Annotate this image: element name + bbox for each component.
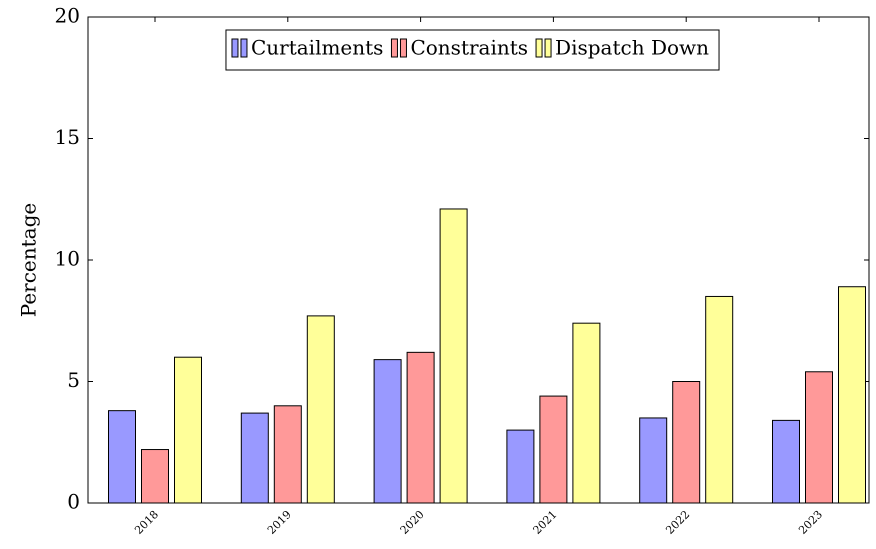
legend: Curtailments Constraints Dispatch Down [225,29,720,71]
legend-item: Constraints [390,36,528,60]
bar [539,395,568,504]
legend-swatch [390,38,398,58]
legend-item: Dispatch Down [535,36,709,60]
legend-swatch [231,38,239,58]
plot-frame [87,16,870,504]
bar [572,322,601,504]
bar [506,429,535,504]
x-tick-label: 2019 [265,508,294,537]
legend-swatch [399,38,407,58]
legend-box [225,29,720,71]
bar [639,417,668,504]
legend-swatch [240,38,248,58]
bar [772,419,800,504]
bar [705,295,734,504]
legend-label: Dispatch Down [555,36,709,60]
bar [306,315,335,504]
legend-item: Curtailments [231,36,383,60]
x-tick-label: 2020 [398,508,427,537]
y-tick-label: 0 [67,490,80,514]
bar [240,412,269,504]
bar [141,449,169,504]
bar [439,208,468,504]
y-axis-label: Percentage [17,203,41,317]
bar [406,351,435,504]
y-tick-label: 15 [55,125,80,149]
bar [273,405,302,504]
legend-swatch [535,38,543,58]
bar [672,381,701,504]
bar [838,286,866,504]
legend-label: Constraints [410,36,528,60]
bar [373,359,402,504]
bar [108,410,136,504]
bar [174,356,202,504]
legend-swatch [544,38,552,58]
legend-label: Curtailments [251,36,383,60]
x-tick-label: 2023 [796,508,825,537]
x-tick-label: 2018 [132,508,161,537]
x-tick-label: 2022 [663,508,692,537]
y-tick-label: 20 [55,4,80,28]
bar [805,371,833,504]
x-tick-label: 2021 [531,508,560,537]
y-tick-label: 5 [67,368,80,392]
y-tick-label: 10 [55,247,80,271]
